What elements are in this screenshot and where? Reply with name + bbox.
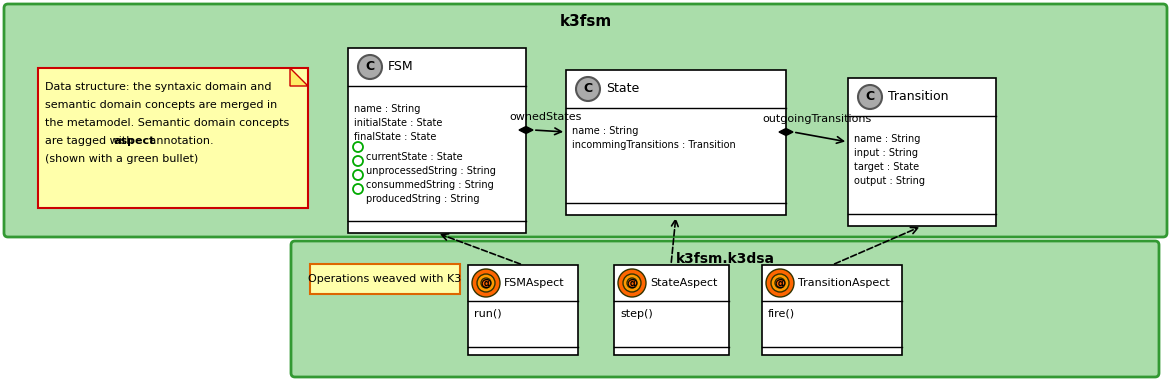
Bar (614, 265, 730, 355)
Text: Data structure: the syntaxic domain and: Data structure: the syntaxic domain and (44, 82, 272, 92)
Text: annotation.: annotation. (146, 136, 214, 146)
Bar (566, 70, 786, 215)
Text: C: C (583, 83, 593, 96)
Circle shape (481, 278, 491, 288)
Text: semantic domain concepts are merged in: semantic domain concepts are merged in (44, 100, 278, 110)
Circle shape (775, 278, 785, 288)
Text: name : String: name : String (354, 104, 420, 114)
Text: k3fsm: k3fsm (560, 15, 611, 30)
Text: fire(): fire() (768, 309, 795, 319)
Text: outgoingTransitions: outgoingTransitions (762, 114, 871, 124)
Text: producedString : String: producedString : String (367, 194, 479, 204)
Text: StateAspect: StateAspect (650, 278, 718, 288)
Circle shape (477, 274, 495, 292)
Bar (37, 68, 308, 208)
Bar (848, 78, 997, 226)
Text: initialState : State: initialState : State (354, 118, 443, 128)
Text: aspect: aspect (114, 136, 156, 146)
Text: FSMAspect: FSMAspect (504, 278, 564, 288)
Text: Transition: Transition (888, 91, 949, 104)
Text: @: @ (774, 278, 786, 288)
Text: currentState : State: currentState : State (367, 152, 463, 162)
Circle shape (771, 274, 789, 292)
Bar (762, 265, 902, 355)
FancyBboxPatch shape (292, 241, 1159, 377)
Bar (348, 48, 526, 233)
Text: C: C (865, 91, 875, 104)
Text: @: @ (626, 278, 637, 288)
FancyBboxPatch shape (4, 4, 1167, 237)
Text: name : String: name : String (571, 126, 638, 136)
Text: consummedString : String: consummedString : String (367, 180, 494, 190)
Circle shape (472, 269, 500, 297)
Text: finalState : State: finalState : State (354, 132, 437, 142)
Text: incommingTransitions : Transition: incommingTransitions : Transition (571, 140, 735, 150)
Circle shape (352, 184, 363, 194)
Text: step(): step() (619, 309, 652, 319)
Text: name : String: name : String (854, 134, 920, 144)
Text: the metamodel. Semantic domain concepts: the metamodel. Semantic domain concepts (44, 118, 289, 128)
Polygon shape (779, 129, 793, 136)
Circle shape (358, 55, 382, 79)
Text: C: C (365, 61, 375, 73)
Text: TransitionAspect: TransitionAspect (797, 278, 890, 288)
Polygon shape (290, 68, 308, 86)
Circle shape (576, 77, 600, 101)
Text: @: @ (480, 278, 492, 288)
Circle shape (618, 269, 646, 297)
Bar (468, 265, 578, 355)
Text: target : State: target : State (854, 162, 919, 172)
Polygon shape (519, 126, 533, 134)
Text: unprocessedString : String: unprocessedString : String (367, 166, 495, 176)
Text: output : String: output : String (854, 176, 925, 186)
Text: are tagged with: are tagged with (44, 136, 137, 146)
Circle shape (352, 156, 363, 166)
Text: (shown with a green bullet): (shown with a green bullet) (44, 154, 198, 164)
Text: State: State (607, 83, 639, 96)
Circle shape (858, 85, 882, 109)
Circle shape (352, 142, 363, 152)
Text: ownedStates: ownedStates (509, 112, 582, 122)
Text: FSM: FSM (388, 61, 413, 73)
Circle shape (626, 278, 637, 288)
Text: Operations weaved with K3: Operations weaved with K3 (308, 274, 461, 284)
Circle shape (766, 269, 794, 297)
Circle shape (623, 274, 641, 292)
Bar (310, 264, 460, 294)
Circle shape (352, 170, 363, 180)
Text: k3fsm.k3dsa: k3fsm.k3dsa (676, 252, 774, 266)
Text: input : String: input : String (854, 148, 918, 158)
Text: run(): run() (474, 309, 501, 319)
